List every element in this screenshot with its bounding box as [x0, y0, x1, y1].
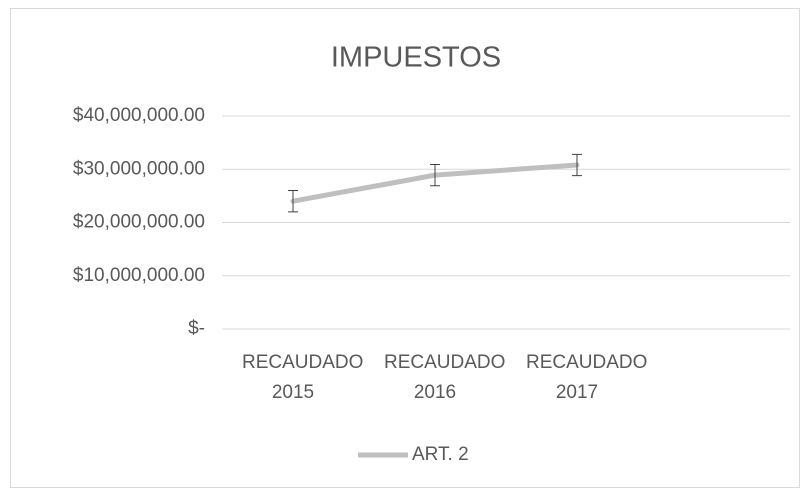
chart-border: [10, 8, 800, 488]
chart-title: IMPUESTOS: [331, 42, 501, 74]
x-tick-label: RECAUDADO 2016: [384, 352, 506, 403]
y-tick-label: $20,000,000.00: [73, 212, 205, 233]
legend-label: ART. 2: [412, 444, 469, 465]
error-bar: [572, 153, 582, 177]
y-tick-label: $-: [188, 318, 205, 339]
y-tick-label: $10,000,000.00: [73, 265, 205, 286]
y-tick-label: $40,000,000.00: [73, 105, 205, 126]
x-tick-label: RECAUDADO 2017: [526, 352, 648, 403]
x-tick-label: RECAUDADO 2015: [242, 352, 364, 403]
y-tick-label: $30,000,000.00: [73, 158, 205, 179]
error-bar: [288, 190, 298, 213]
error-bar: [430, 163, 440, 187]
